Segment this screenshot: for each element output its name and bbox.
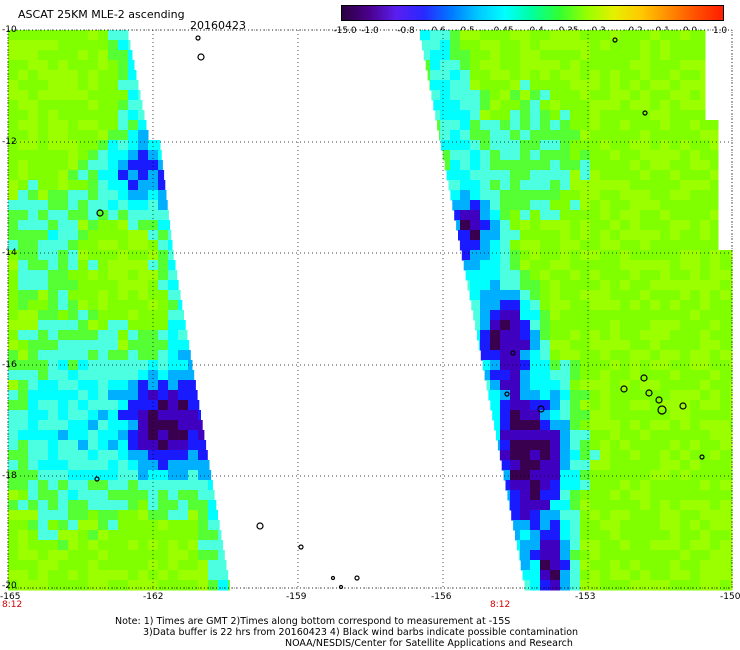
island-outline: [510, 350, 516, 356]
swath-west: [8, 30, 230, 591]
note-line-2: 3)Data buffer is 22 hrs from 20160423 4)…: [143, 627, 579, 638]
island-outline: [197, 53, 205, 61]
latitude-label: -20: [2, 581, 17, 591]
product-title: ASCAT 25KM MLE-2 ascending: [18, 8, 185, 21]
note-line-1: Note: 1) Times are GMT 2)Times along bot…: [115, 616, 511, 627]
island-outline: [195, 35, 201, 41]
island-outline: [298, 544, 304, 550]
latitude-label: -18: [2, 471, 17, 481]
colorbar-tick: -0.8: [397, 26, 415, 36]
island-outline: [642, 110, 648, 116]
island-outline: [354, 575, 360, 581]
footnotes: Note: 1) Times are GMT 2)Times along bot…: [115, 616, 578, 649]
island-outlines: [94, 35, 705, 590]
time-label-east: 8:12: [490, 600, 511, 610]
longitude-label: -156: [431, 592, 452, 602]
colorbar: [341, 5, 724, 21]
island-outline: [537, 405, 545, 413]
latitude-label: -10: [2, 25, 17, 35]
colorbar-tick: -1.0: [361, 26, 379, 36]
island-outline: [640, 374, 648, 382]
latitude-label: -16: [2, 360, 17, 370]
island-outline: [699, 454, 705, 460]
island-outline: [96, 209, 104, 217]
longitude-label: -150: [720, 592, 740, 602]
map-frame: [7, 29, 733, 589]
island-outline: [655, 396, 663, 404]
colorbar-tick: -15.0: [333, 26, 357, 36]
longitude-label: -159: [286, 592, 307, 602]
time-label-west: 8:12: [2, 600, 23, 610]
note-line-3: NOAA/NESDIS/Center for Satellite Applica…: [285, 638, 573, 649]
island-outline: [338, 584, 344, 590]
island-outline: [679, 402, 687, 410]
product-date: 20160423: [190, 19, 246, 32]
island-outline: [256, 522, 264, 530]
island-outline: [657, 405, 667, 415]
island-outline: [645, 389, 653, 397]
longitude-label: -153: [575, 592, 596, 602]
latitude-label: -12: [2, 137, 17, 147]
island-outline: [612, 37, 618, 43]
island-outline: [620, 385, 628, 393]
colorbar-tick: 1.0: [712, 26, 728, 36]
longitude-label: -162: [143, 592, 164, 602]
island-outline: [94, 476, 100, 482]
longitude-label: -165: [0, 592, 21, 602]
latitude-label: -14: [2, 248, 17, 258]
swath-east: [420, 30, 733, 591]
island-outline: [504, 391, 510, 397]
island-outline: [330, 575, 336, 581]
